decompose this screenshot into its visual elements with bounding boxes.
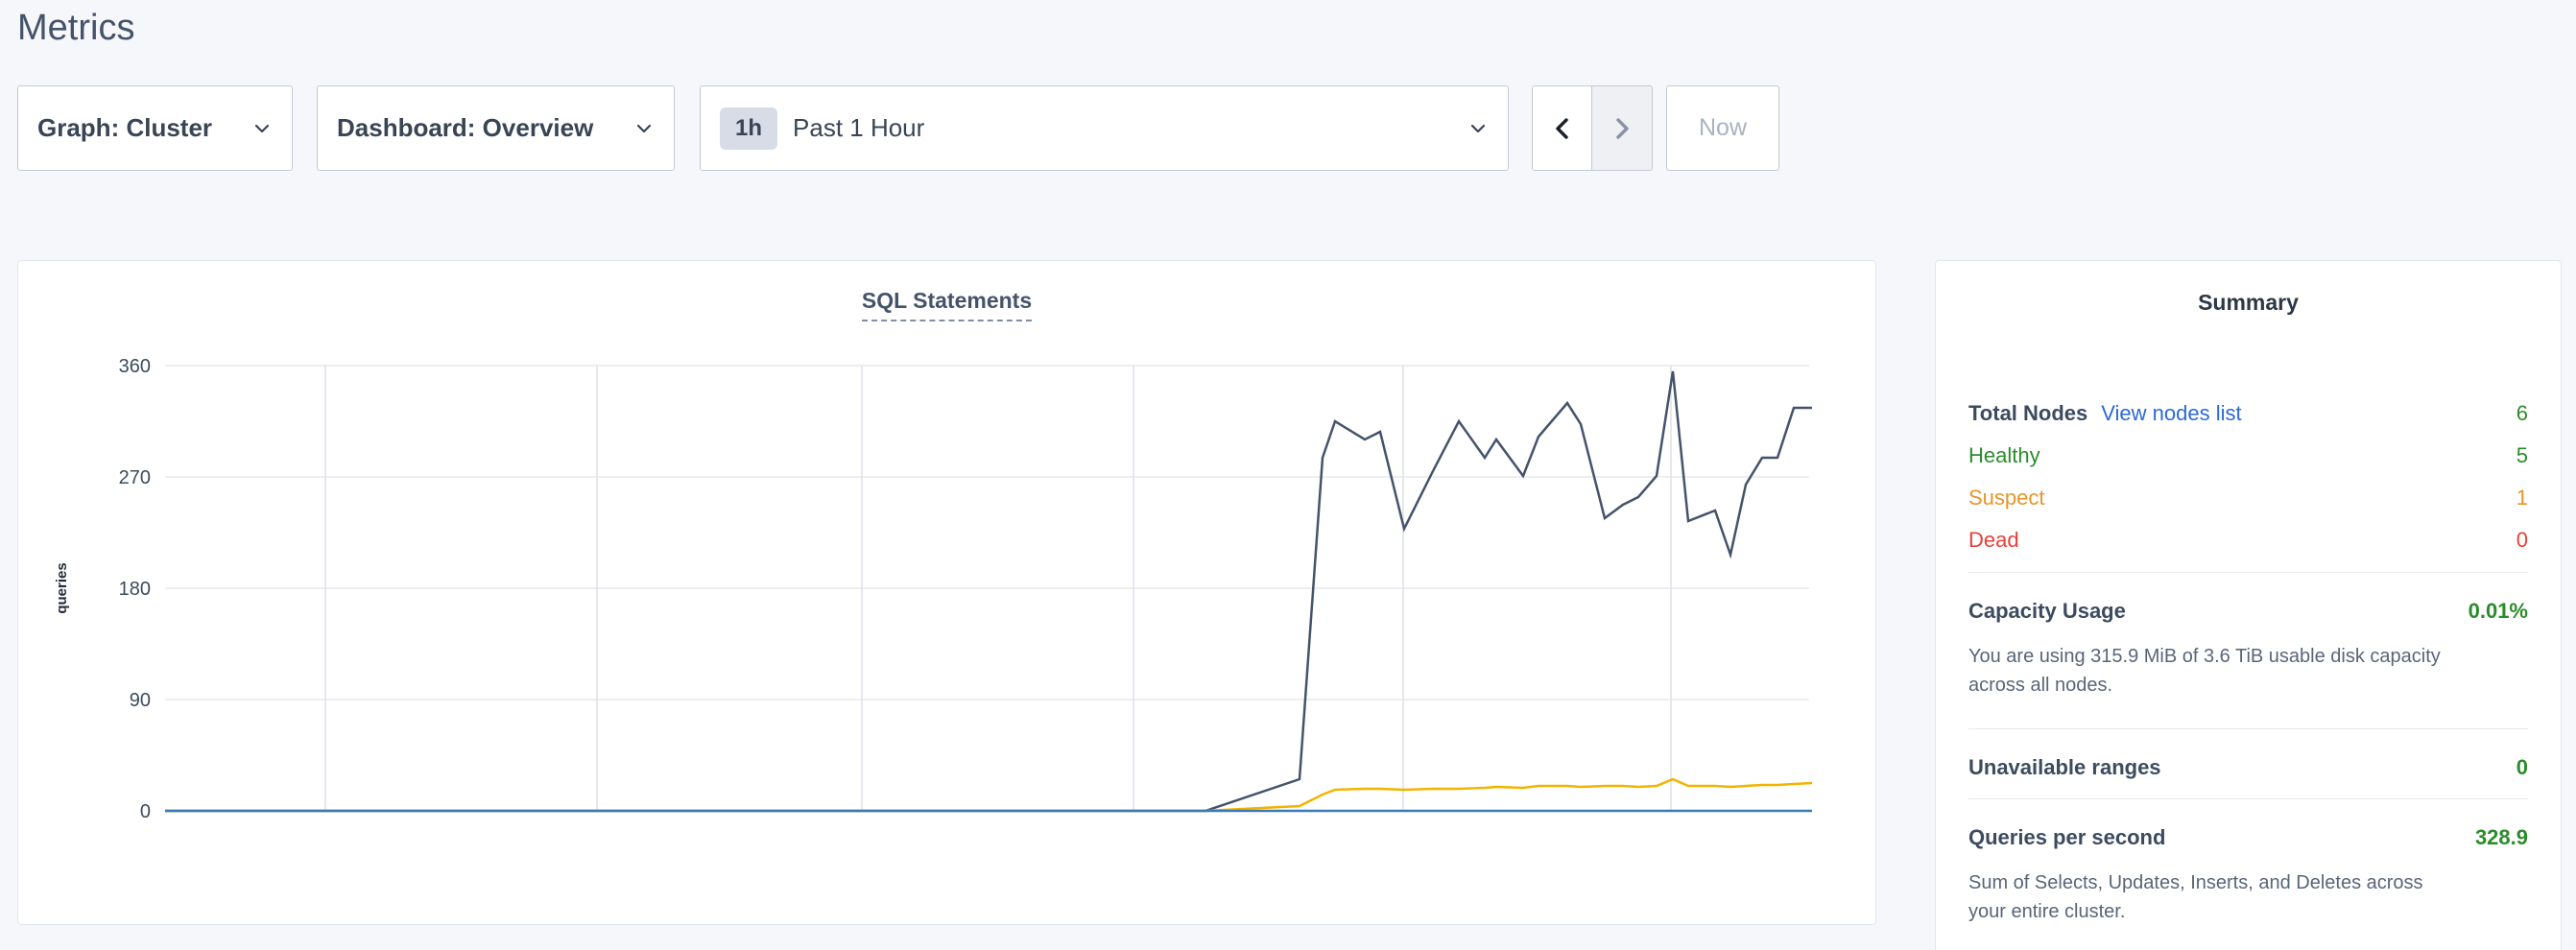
svg-text:0: 0 [140,801,151,822]
svg-text:270: 270 [119,467,151,488]
svg-text:180: 180 [119,579,151,600]
svg-text:queries: queries [54,562,70,613]
svg-text:90: 90 [130,690,151,711]
svg-text:360: 360 [119,356,151,377]
